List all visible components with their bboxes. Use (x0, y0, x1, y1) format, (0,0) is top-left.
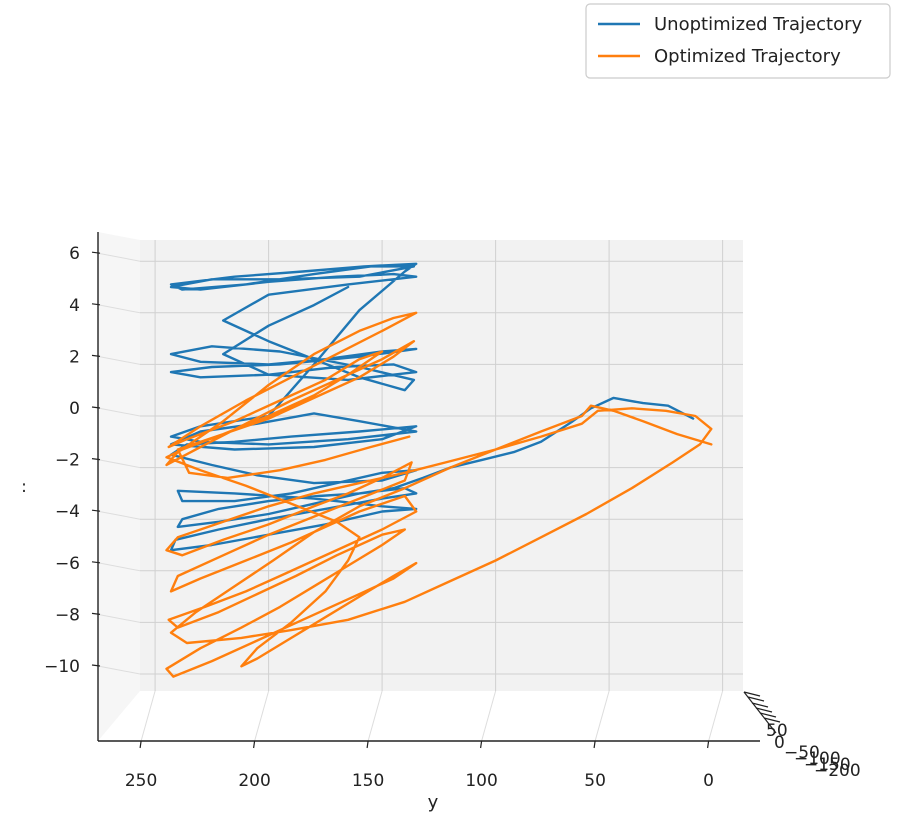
series-layer (165, 262, 713, 678)
z-tick-label: −8 (55, 605, 80, 625)
legend-label-unoptimized: Unoptimized Trajectory (654, 14, 863, 35)
grid-side-line (97, 304, 141, 314)
z-tick-label: −10 (44, 657, 80, 677)
grid-floor-line (481, 690, 497, 742)
z-tick-label: −4 (55, 502, 80, 522)
axis-frame (97, 232, 760, 742)
y-tick-mark (480, 740, 483, 749)
legend: Unoptimized Trajectory Optimized Traject… (585, 3, 891, 79)
side-pane-fill (98, 232, 140, 741)
z-tick-mark (91, 509, 101, 512)
z-tick-mark (91, 406, 101, 409)
grid-side-line (97, 407, 141, 417)
z-tick-label: 4 (69, 296, 80, 316)
grid-side-line (97, 355, 141, 365)
x-tick-mark (747, 696, 765, 702)
grid-floor-line (708, 690, 724, 742)
z-tick-mark (91, 303, 101, 306)
back-pane-fill (140, 240, 743, 691)
grid-side-line (97, 562, 141, 572)
y-tick-label: 200 (238, 771, 270, 791)
x-tick-label: 50 (766, 721, 788, 741)
grid-lines (97, 240, 743, 742)
y-tick-label: 0 (703, 771, 714, 791)
x-tick-label: −150 (804, 755, 851, 775)
grid-floor-line (140, 690, 156, 742)
grid-side-line (97, 459, 141, 469)
x-axis-line (743, 691, 777, 734)
z-tick-mark (91, 458, 101, 461)
z-tick-label: 6 (69, 244, 80, 264)
grid-floor-line (594, 690, 610, 742)
y-tick-mark (366, 740, 369, 749)
y-tick-label: 50 (584, 771, 606, 791)
grid-floor-line (367, 690, 383, 742)
z-tick-mark (91, 612, 101, 615)
y-axis-label: y (428, 792, 439, 813)
x-tick-label: −50 (784, 743, 820, 763)
z-tick-label: −2 (55, 451, 80, 471)
x-tick-label: 0 (774, 733, 785, 753)
grid-side-line (97, 510, 141, 520)
z-tick-mark (91, 251, 101, 254)
z-tick-label: 2 (69, 347, 80, 367)
y-tick-mark (139, 740, 142, 749)
z-tick-mark (91, 664, 101, 667)
x-tick-mark (751, 702, 769, 708)
grid-floor-line (254, 690, 270, 742)
z-tick-label: −6 (55, 554, 80, 574)
series-line-optimized (165, 311, 713, 678)
y-tick-label: 250 (125, 771, 157, 791)
x-tick-mark (755, 707, 773, 713)
y-tick-mark (593, 740, 596, 749)
x-tick-label: −200 (814, 761, 861, 781)
y-tick-label: 150 (352, 771, 384, 791)
back-pane (98, 232, 743, 741)
z-tick-mark (91, 354, 101, 357)
x-tick-mark (759, 712, 777, 718)
legend-box (585, 3, 891, 79)
grid-side-line (97, 613, 141, 623)
grid-side-line (97, 252, 141, 262)
z-tick-mark (91, 561, 101, 564)
z-axis-label: : (21, 477, 27, 497)
x-tick-mark (763, 717, 781, 723)
x-tick-mark (743, 691, 761, 697)
z-tick-label: 0 (69, 399, 80, 419)
legend-label-optimized: Optimized Trajectory (654, 46, 841, 67)
y-tick-mark (707, 740, 710, 749)
y-tick-mark (253, 740, 256, 749)
x-tick-label: −100 (794, 749, 841, 769)
y-tick-label: 100 (465, 771, 497, 791)
grid-side-line (97, 665, 141, 675)
